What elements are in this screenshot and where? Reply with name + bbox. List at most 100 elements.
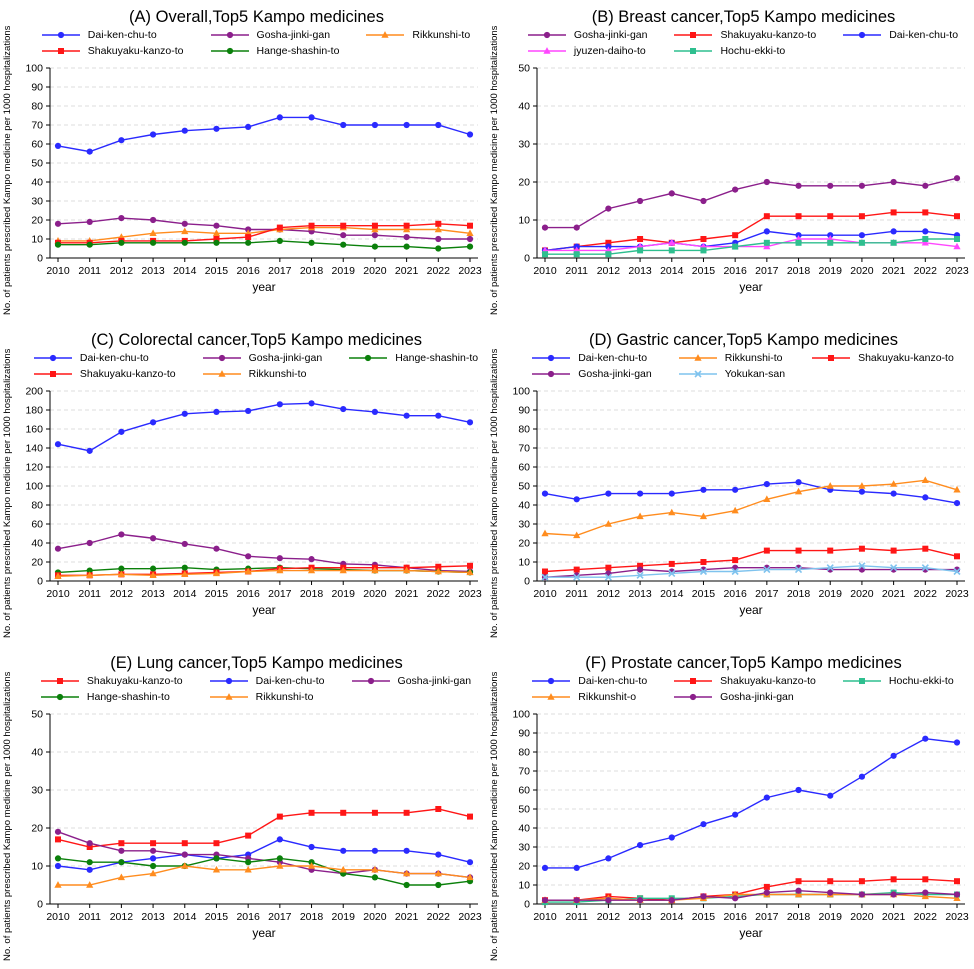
legend-item: Gosha-jinki-gan xyxy=(210,29,340,41)
y-tick-label: 20 xyxy=(31,556,43,568)
legend-triangle-swatch-icon xyxy=(678,354,717,361)
data-point-triangle xyxy=(466,568,474,576)
data-point-circle xyxy=(340,405,347,413)
x-tick-label: 2012 xyxy=(110,588,134,600)
data-point-square xyxy=(213,840,220,847)
data-point-circle xyxy=(890,891,897,898)
legend-item: Shakuyaku-kanzo-to xyxy=(811,352,954,364)
x-tick-label: 2015 xyxy=(692,911,716,923)
data-point-circle xyxy=(54,828,62,835)
data-point-circle xyxy=(54,855,62,862)
data-point-square xyxy=(700,558,707,565)
x-tick-label: 2022 xyxy=(427,911,451,923)
data-point-x xyxy=(541,573,549,581)
legend-item: Shakuyaku-kanzo-to xyxy=(40,675,183,687)
data-point-circle xyxy=(149,216,157,224)
data-point-triangle xyxy=(604,520,612,527)
data-point-circle xyxy=(181,564,188,571)
data-point-circle xyxy=(435,121,442,129)
data-point-square xyxy=(732,232,739,239)
data-point-circle xyxy=(181,410,188,417)
series-line xyxy=(58,865,471,886)
data-point-square xyxy=(795,213,802,220)
data-point-triangle xyxy=(953,242,961,250)
data-point-square xyxy=(637,562,644,569)
data-point-triangle xyxy=(212,865,221,873)
data-point-triangle xyxy=(668,508,676,516)
data-point-circle xyxy=(308,114,315,121)
x-tick-label: 2020 xyxy=(850,588,874,600)
x-tick-label: 2014 xyxy=(173,911,197,923)
x-axis-label: year xyxy=(739,926,762,940)
legend-item: Shakuyaku-kanzo-to xyxy=(41,45,184,57)
data-point-circle xyxy=(54,545,62,552)
data-point-x xyxy=(668,569,676,577)
legend-circle-swatch-icon xyxy=(210,31,249,39)
data-point-circle xyxy=(858,773,866,780)
x-tick-label: 2012 xyxy=(597,265,621,277)
y-tick-label: 180 xyxy=(25,404,43,416)
data-point-circle xyxy=(245,407,252,415)
panel-A-title: (A) Overall,Top5 Kampo medicines xyxy=(129,8,384,26)
y-tick-label: 70 xyxy=(31,119,43,131)
data-point-x xyxy=(953,567,961,576)
legend-square-swatch-icon xyxy=(40,677,79,684)
data-point-circle xyxy=(365,354,372,362)
data-point-square xyxy=(86,843,93,850)
data-point-square xyxy=(435,563,442,570)
panel-E-title: (E) Lung cancer,Top5 Kampo medicines xyxy=(110,654,403,672)
x-tick-label: 2019 xyxy=(819,911,843,923)
legend-circle-swatch-icon xyxy=(532,354,571,362)
y-tick-label: 100 xyxy=(512,708,530,720)
data-point-circle xyxy=(466,419,474,426)
data-point-circle xyxy=(700,197,707,205)
data-point-triangle xyxy=(794,487,803,495)
data-point-circle xyxy=(86,539,93,547)
chart-area: 0 10 20 30 40 50 60 70 80 90 100 2010 2011 2012 2013 20… xyxy=(14,60,487,304)
legend-triangle-swatch-icon xyxy=(527,47,566,54)
y-tick-label: 20 xyxy=(518,537,530,549)
data-point-triangle xyxy=(149,869,157,877)
data-point-circle xyxy=(181,540,188,548)
x-tick-label: 2023 xyxy=(945,911,969,923)
x-tick-label: 2012 xyxy=(110,265,134,277)
legend-circle-swatch-icon xyxy=(41,31,80,39)
legend-label: Gosha-jinki-gan xyxy=(248,351,323,364)
y-tick-label: 50 xyxy=(31,157,43,169)
x-tick-label: 2013 xyxy=(628,588,652,600)
data-point-triangle xyxy=(371,865,379,873)
data-point-square xyxy=(690,47,697,54)
data-point-triangle xyxy=(381,31,390,38)
data-point-square xyxy=(55,836,61,843)
y-tick-label: 20 xyxy=(31,822,43,834)
data-point-x xyxy=(636,571,644,579)
data-point-triangle xyxy=(573,531,581,539)
data-point-circle xyxy=(541,897,549,904)
x-tick-label: 2017 xyxy=(268,265,292,277)
legend-square-swatch-icon xyxy=(33,370,72,377)
x-tick-label: 2021 xyxy=(882,911,906,923)
data-point-square xyxy=(668,247,675,254)
data-point-circle xyxy=(276,855,283,862)
data-point-triangle xyxy=(212,569,221,577)
data-point-x xyxy=(573,573,581,581)
legend-label: Rikkunshi-to xyxy=(412,28,471,41)
data-point-circle xyxy=(922,889,929,896)
x-tick-label: 2011 xyxy=(565,911,588,923)
data-point-circle xyxy=(149,419,157,426)
data-point-circle xyxy=(118,239,125,246)
data-point-circle xyxy=(213,408,220,415)
data-point-circle xyxy=(57,31,64,39)
legend-triangle-swatch-icon xyxy=(209,693,248,700)
data-point-triangle xyxy=(149,571,157,578)
data-point-triangle xyxy=(149,229,157,236)
y-tick-label: 0 xyxy=(37,898,43,910)
data-point-circle xyxy=(149,565,157,572)
data-point-triangle xyxy=(339,865,347,873)
legend-label: Gosha-jinki-gan xyxy=(256,28,331,41)
x-tick-label: 2014 xyxy=(173,588,197,600)
legend-label: Dai-ken-chu-to xyxy=(79,351,149,364)
panel-B: (B) Breast cancer,Top5 Kampo medicines Go… xyxy=(487,0,974,323)
data-point-circle xyxy=(636,197,644,205)
